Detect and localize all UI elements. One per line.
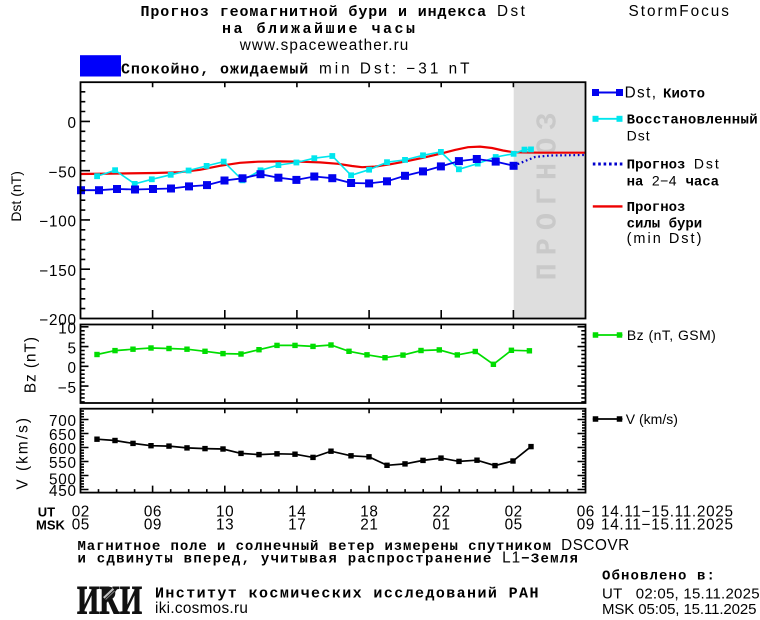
svg-text:−150: −150 bbox=[39, 263, 76, 280]
svg-text:450: 450 bbox=[49, 483, 77, 500]
svg-text:на ближайшие часы: на ближайшие часы bbox=[222, 21, 418, 38]
svg-text:www.spaceweather.ru: www.spaceweather.ru bbox=[239, 37, 410, 54]
svg-text:ПРОГНОЗ: ПРОГНОЗ bbox=[532, 105, 565, 281]
svg-text:0: 0 bbox=[68, 360, 77, 377]
svg-text:V (km/s): V (km/s) bbox=[15, 416, 32, 490]
svg-text:и сдвинуты вперед, учитывая ра: и сдвинуты вперед, учитывая распростране… bbox=[78, 550, 580, 568]
svg-text:10: 10 bbox=[58, 321, 77, 338]
svg-text:500: 500 bbox=[49, 472, 77, 489]
svg-text:02: 02 bbox=[505, 503, 523, 520]
svg-text:22: 22 bbox=[432, 503, 450, 520]
svg-text:5: 5 bbox=[68, 340, 77, 357]
svg-text:14: 14 bbox=[288, 503, 306, 520]
svg-text:Прогноз Dst: Прогноз Dst bbox=[627, 156, 721, 174]
svg-text:Магнитное поле и солнечный вет: Магнитное поле и солнечный ветер измерен… bbox=[78, 537, 630, 555]
svg-text:iki.cosmos.ru: iki.cosmos.ru bbox=[155, 600, 248, 617]
svg-text:Dst (nT): Dst (nT) bbox=[8, 171, 24, 222]
svg-text:UT 02:05, 15.11.2025: UT 02:05, 15.11.2025 bbox=[602, 585, 760, 602]
svg-text:14.11−15.11.2025: 14.11−15.11.2025 bbox=[601, 516, 734, 533]
svg-text:18: 18 bbox=[360, 503, 378, 520]
svg-text:09: 09 bbox=[144, 516, 162, 533]
svg-text:Прогноз геомагнитной бури и ин: Прогноз геомагнитной бури и индекса Dst bbox=[141, 3, 528, 21]
svg-text:Обновлено в:: Обновлено в: bbox=[602, 569, 716, 585]
svg-text:17: 17 bbox=[288, 516, 306, 533]
svg-text:01: 01 bbox=[432, 516, 450, 533]
svg-text:14.11−15.11.2025: 14.11−15.11.2025 bbox=[601, 503, 734, 520]
svg-text:−5: −5 bbox=[58, 380, 77, 397]
svg-text:силы бури: силы бури bbox=[627, 217, 703, 233]
svg-text:−50: −50 bbox=[49, 164, 77, 181]
svg-text:MSK 05:05, 15.11.2025: MSK 05:05, 15.11.2025 bbox=[602, 601, 756, 618]
svg-text:0: 0 bbox=[68, 115, 77, 132]
svg-text:06: 06 bbox=[144, 503, 162, 520]
svg-text:21: 21 bbox=[360, 516, 378, 533]
svg-text:V (km/s): V (km/s) bbox=[626, 411, 678, 427]
svg-text:700: 700 bbox=[49, 413, 77, 430]
svg-text:Институт космических исследова: Институт космических исследований РАН bbox=[155, 586, 540, 603]
svg-text:06: 06 bbox=[577, 503, 595, 520]
svg-text:600: 600 bbox=[49, 441, 77, 458]
svg-text:09: 09 bbox=[577, 516, 595, 533]
svg-text:Dst: Dst bbox=[627, 127, 651, 143]
svg-text:10: 10 bbox=[216, 503, 234, 520]
svg-text:на 2−4 часа: на 2−4 часа bbox=[627, 173, 720, 191]
svg-text:−200: −200 bbox=[39, 312, 76, 329]
svg-text:05: 05 bbox=[72, 516, 90, 533]
svg-text:MSK: MSK bbox=[36, 517, 66, 532]
svg-text:Bz (nT, GSM): Bz (nT, GSM) bbox=[627, 327, 716, 343]
svg-text:Dst, Киото: Dst, Киото bbox=[625, 84, 705, 102]
svg-text:−100: −100 bbox=[39, 214, 76, 231]
svg-text:13: 13 bbox=[216, 516, 234, 533]
svg-text:(min Dst): (min Dst) bbox=[627, 231, 704, 247]
svg-text:02: 02 bbox=[72, 503, 90, 520]
svg-text:05: 05 bbox=[505, 516, 523, 533]
svg-text:550: 550 bbox=[49, 455, 77, 472]
svg-text:Bz (nT): Bz (nT) bbox=[22, 336, 39, 393]
svg-text:Восстановленный: Восстановленный bbox=[627, 113, 758, 129]
svg-text:650: 650 bbox=[49, 427, 77, 444]
svg-text:Спокойно, ожидаемый min Dst: −: Спокойно, ожидаемый min Dst: −31 nT bbox=[121, 60, 472, 78]
svg-text:Прогноз: Прогноз bbox=[627, 200, 686, 216]
svg-text:StormFocus: StormFocus bbox=[629, 3, 731, 20]
svg-text:UT: UT bbox=[38, 504, 55, 519]
